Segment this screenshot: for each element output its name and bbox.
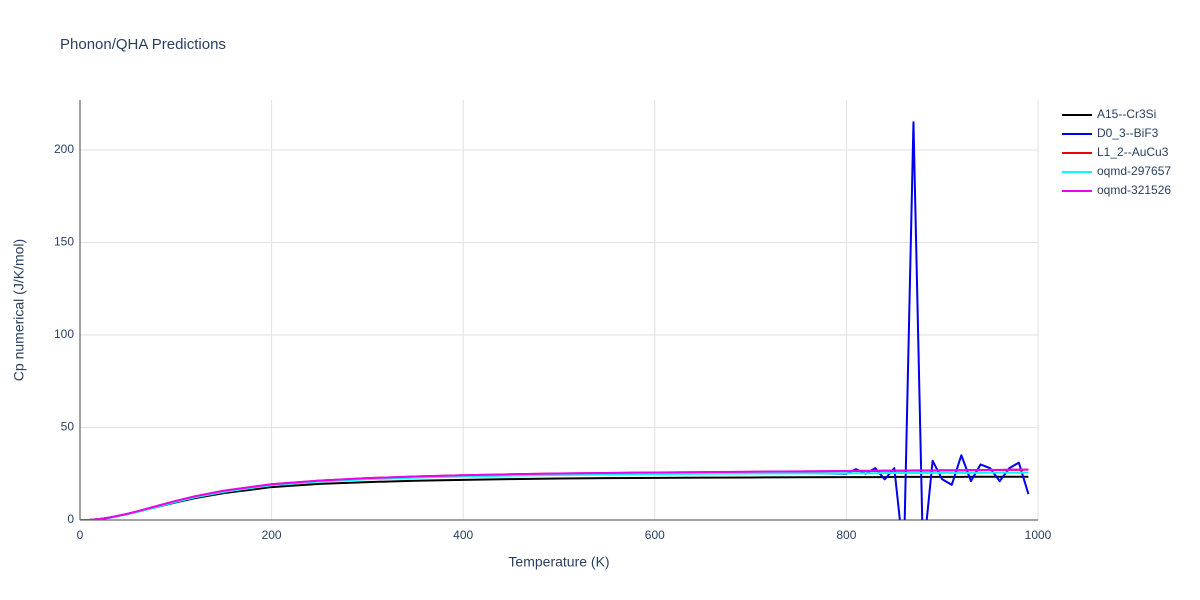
series-line [80,475,1029,520]
x-tick-label: 400 [453,528,473,542]
y-tick-label: 150 [54,235,74,249]
x-tick-label: 0 [77,528,84,542]
x-tick-label: 600 [645,528,665,542]
legend-label: oqmd-297657 [1097,164,1171,178]
y-tick-label: 100 [54,327,74,341]
chart-title: Phonon/QHA Predictions [60,36,226,53]
legend-label: oqmd-321526 [1097,183,1171,197]
series-line [80,468,1029,520]
y-tick-label: 50 [61,420,75,434]
x-tick-label: 1000 [1025,528,1052,542]
x-axis-title: Temperature (K) [508,554,609,570]
y-axis-title: Cp numerical (J/K/mol) [11,239,27,381]
x-tick-label: 200 [262,528,282,542]
y-tick-label: 200 [54,142,74,156]
legend-label: D0_3--BiF3 [1097,126,1159,140]
grid: 0 200 400 600 800 1000 0 50 100 150 200 [54,100,1052,542]
plot-area [80,121,1030,520]
y-tick-label: 0 [67,512,74,526]
series-line [80,471,1029,520]
legend-label: A15--Cr3Si [1097,107,1156,121]
legend: A15--Cr3Si D0_3--BiF3 L1_2--AuCu3 oqmd-2976… [1062,107,1171,197]
legend-label: L1_2--AuCu3 [1097,145,1169,159]
x-tick-label: 800 [836,528,856,542]
